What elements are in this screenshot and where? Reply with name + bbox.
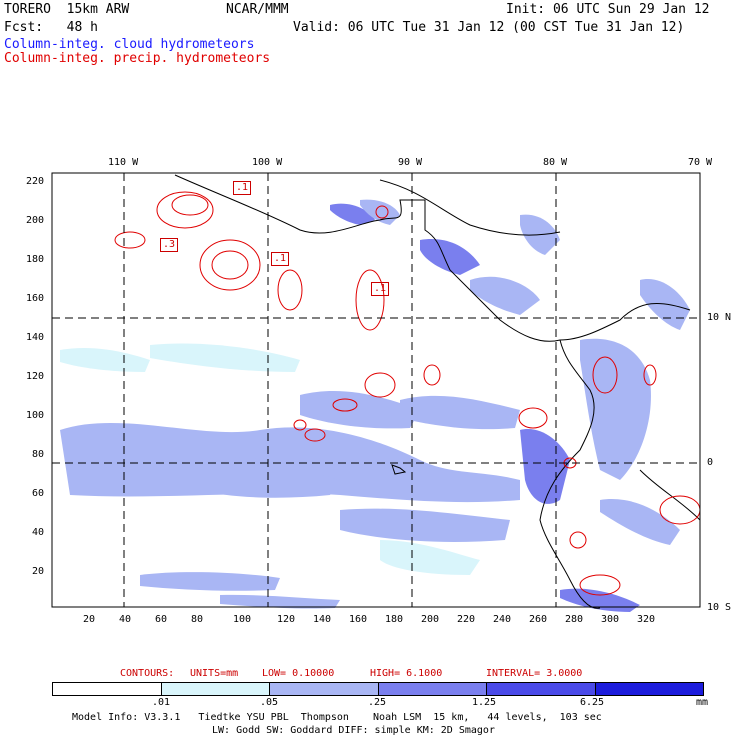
x-tick: 180 [385,614,404,625]
contours-high: HIGH= 6.1000 [370,668,443,679]
forecast-hour: Fcst: 48 h [4,20,98,35]
x-tick: 320 [637,614,656,625]
lon-label-110w: 110 W [108,157,139,168]
y-tick: 160 [26,293,45,304]
model-title: TORERO 15km ARW [4,2,130,17]
lon-label-90w: 90 W [398,157,423,168]
legend-cloud: Column-integ. cloud hydrometeors [4,37,255,52]
contour-label-2: .3 [160,238,179,252]
coastlines [174,174,701,609]
colorbar-bin-0 [53,683,162,695]
lon-label-80w: 80 W [543,157,568,168]
y-tick: 40 [32,527,45,538]
contour-label-4: .1 [371,282,390,296]
lon-label-70w: 70 W [688,157,713,168]
colorbar-bin-1 [161,683,270,695]
init-time: Init: 06 UTC Sun 29 Jan 12 [506,2,710,17]
colorbar-bin-3 [378,683,487,695]
x-tick: 140 [313,614,332,625]
colorbar-label: .25 [368,697,387,708]
contours-interval: INTERVAL= 3.0000 [486,668,583,679]
colorbar-label: .01 [152,697,171,708]
x-tick: 220 [457,614,476,625]
map-frame [51,172,701,608]
x-tick: 200 [421,614,440,625]
x-tick: 160 [349,614,368,625]
contour-label-3: .1 [271,252,290,266]
cloud-hydrometeor-fill [60,199,690,612]
colorbar-bin-4 [487,683,596,695]
valid-time: Valid: 06 UTC Tue 31 Jan 12 (00 CST Tue … [293,20,685,35]
x-tick: 300 [601,614,620,625]
x-tick: 40 [119,614,132,625]
model-info: Model Info: V3.3.1 Tiedtke YSU PBL Thomp… [72,712,602,723]
x-tick: 100 [233,614,252,625]
contours-low: LOW= 0.10000 [262,668,335,679]
x-tick: 20 [83,614,96,625]
contour-label-1: .1 [233,181,252,195]
y-tick: 120 [26,371,45,382]
colorbar-label: 6.25 [580,697,605,708]
lat-label-10n: 10 N [707,312,732,323]
y-tick: 20 [32,566,45,577]
colorbar-label: .05 [260,697,279,708]
x-tick: 280 [565,614,584,625]
legend-precip: Column-integ. precip. hydrometeors [4,51,271,66]
colorbar [52,682,704,696]
colorbar-bin-2 [270,683,379,695]
contours-label: CONTOURS: [120,668,175,679]
y-tick: 220 [26,176,45,187]
x-tick: 80 [191,614,204,625]
graticule [52,173,700,607]
org-label: NCAR/MMM [226,2,289,17]
lat-label-0: 0 [707,457,714,468]
y-tick: 60 [32,488,45,499]
y-tick: 180 [26,254,45,265]
y-tick: 200 [26,215,45,226]
lon-label-100w: 100 W [252,157,283,168]
colorbar-bin-5 [595,683,703,695]
colorbar-label: 1.25 [472,697,497,708]
x-tick: 60 [155,614,168,625]
contours-units: UNITS=mm [190,668,239,679]
y-tick: 80 [32,449,45,460]
colorbar-unit: mm [696,697,709,708]
model-physics: LW: Godd SW: Goddard DIFF: simple KM: 2D… [212,725,495,736]
lat-label-10s: 10 S [707,602,732,613]
y-tick: 100 [26,410,45,421]
x-tick: 120 [277,614,296,625]
x-tick: 260 [529,614,548,625]
y-tick: 140 [26,332,45,343]
x-tick: 240 [493,614,512,625]
